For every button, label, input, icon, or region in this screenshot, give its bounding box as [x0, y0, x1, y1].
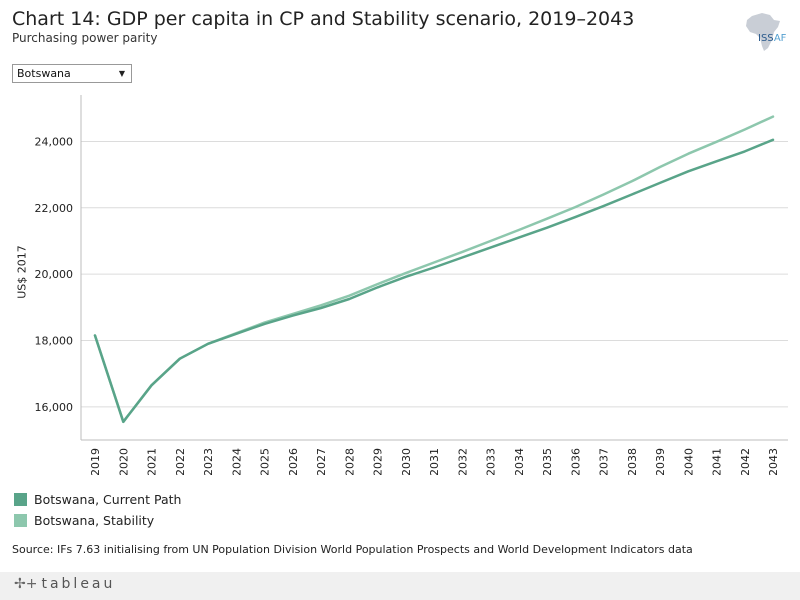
chart-subtitle: Purchasing power parity [12, 31, 158, 45]
x-tick-label: 2021 [146, 448, 159, 475]
x-tick-label: 2027 [315, 448, 328, 475]
legend-label-stability: Botswana, Stability [34, 513, 155, 528]
x-tick-label: 2039 [654, 448, 667, 475]
x-tick-label: 2037 [598, 448, 611, 475]
x-tick-label: 2042 [739, 448, 752, 475]
tableau-brand-text: tableau [41, 576, 116, 592]
legend-item-current-path[interactable]: Botswana, Current Path [14, 489, 181, 510]
x-tick-label: 2040 [682, 448, 695, 475]
y-axis-label: US$ 2017 [15, 245, 29, 299]
gdp-line-chart: 16,000 18,000 20,000 22,000 24,000 2019 2020 20… [35, 95, 788, 475]
tableau-logo[interactable]: ✢+ tableau [14, 576, 115, 592]
legend-swatch-current-path [14, 493, 27, 506]
chart-title: Chart 14: GDP per capita in CP and Stabi… [12, 8, 635, 30]
x-tick-label: 2034 [513, 448, 526, 475]
x-tick-label: 2041 [711, 448, 724, 475]
x-tick-label: 2043 [767, 448, 780, 475]
x-tick-label: 2026 [287, 448, 300, 475]
country-dropdown-value: Botswana [17, 67, 71, 80]
x-tick-label: 2038 [626, 448, 639, 475]
iss-africa-logo [746, 13, 780, 51]
legend-item-stability[interactable]: Botswana, Stability [14, 510, 181, 531]
legend-label-current-path: Botswana, Current Path [34, 492, 182, 507]
x-tick-label: 2033 [485, 448, 498, 475]
y-tick-label: 16,000 [35, 401, 74, 414]
x-tick-label: 2023 [202, 448, 215, 475]
series-line-current-path [93, 138, 775, 424]
tableau-plus-icon: ✢+ [14, 576, 38, 592]
series-line-stability [93, 115, 775, 424]
source-note: Source: IFs 7.63 initialising from UN Po… [12, 543, 693, 556]
x-tick-label: 2032 [456, 448, 469, 475]
y-tick-label: 22,000 [35, 202, 74, 215]
legend-swatch-stability [14, 514, 27, 527]
y-tick-label: 20,000 [35, 268, 74, 281]
x-tick-label: 2020 [117, 448, 130, 475]
x-tick-label: 2030 [400, 448, 413, 475]
x-tick-label: 2029 [372, 448, 385, 475]
legend: Botswana, Current Path Botswana, Stabili… [14, 489, 181, 531]
x-tick-label: 2031 [428, 448, 441, 475]
x-tick-label: 2025 [259, 448, 272, 475]
logo-text: ISSAF [758, 33, 787, 44]
x-tick-label: 2024 [230, 448, 243, 475]
x-tick-label: 2035 [541, 448, 554, 475]
x-tick-label: 2022 [174, 448, 187, 475]
x-tick-label: 2036 [569, 448, 582, 475]
x-tick-label: 2028 [343, 448, 356, 475]
y-tick-label: 18,000 [35, 334, 74, 347]
country-dropdown[interactable]: Botswana ▼ [12, 64, 132, 83]
chevron-down-icon: ▼ [118, 69, 125, 78]
y-tick-label: 24,000 [35, 135, 74, 148]
footer-bar: ✢+ tableau [0, 572, 800, 600]
x-tick-label: 2019 [89, 448, 102, 475]
